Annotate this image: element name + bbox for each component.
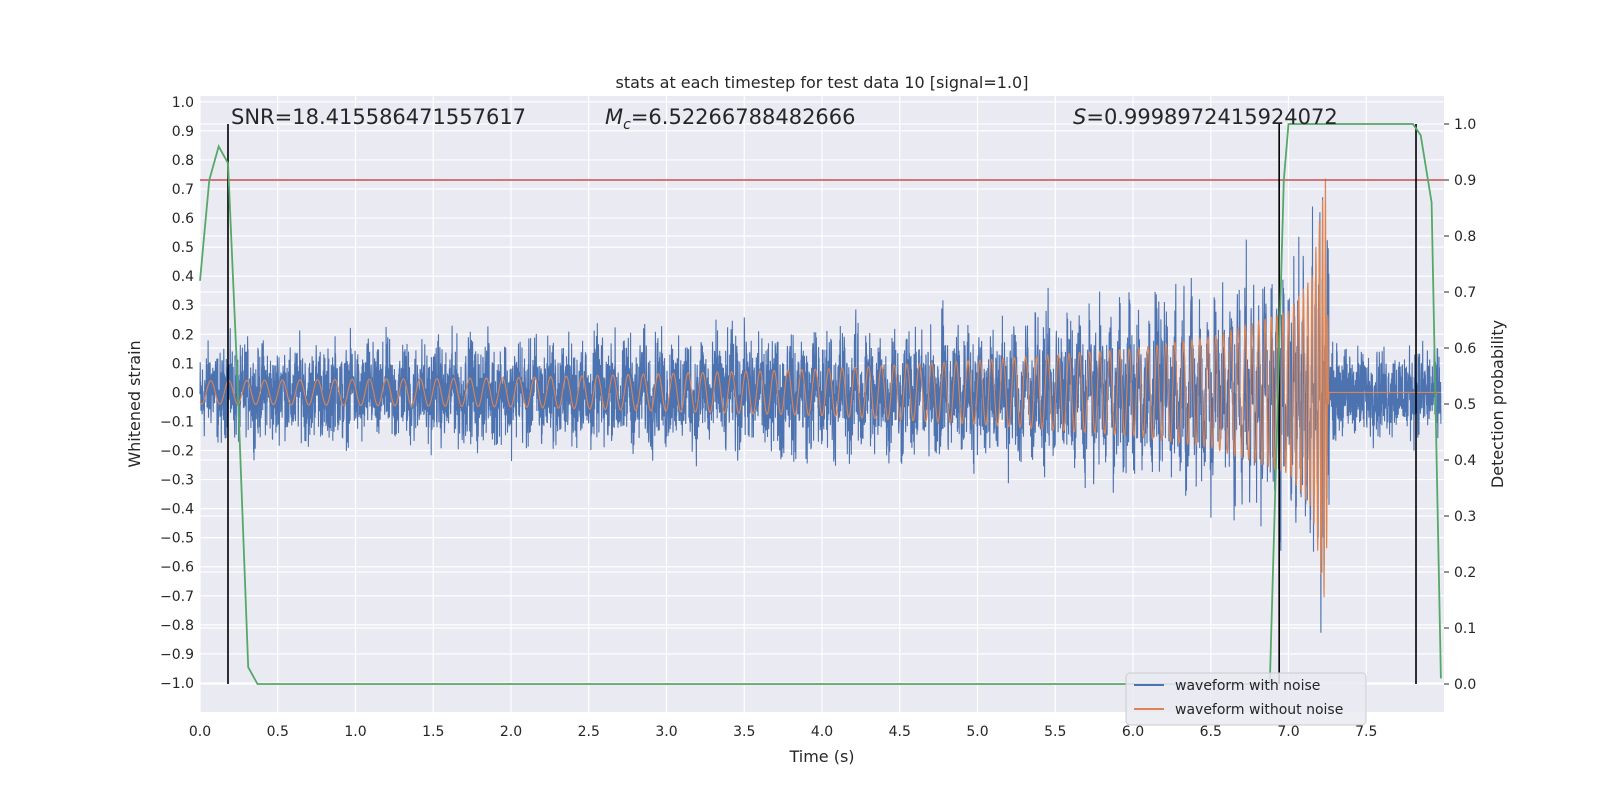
y-tick-label: 0.7 (172, 182, 194, 198)
data-series (199, 123, 1444, 685)
legend-label-clean: waveform without noise (1175, 702, 1343, 718)
x-tick-label: 3.5 (733, 724, 755, 740)
legend-label-noise: waveform with noise (1175, 678, 1320, 694)
x-tick-label: 0.5 (267, 724, 289, 740)
x-axis-ticks: 0.0 0.5 1.0 1.5 2.0 2.5 3.0 3.5 4.0 4.5 5.0 5.5 6.0 6… (189, 724, 1378, 740)
y2-axis-label: Detection probability (1488, 320, 1507, 488)
x-tick-label: 6.5 (1200, 724, 1222, 740)
y-tick-label: 0.4 (172, 269, 194, 285)
y-tick-label: −0.9 (160, 647, 194, 663)
y-tick-label: −1.0 (160, 676, 194, 692)
y2-tick-label: 0.8 (1454, 229, 1476, 245)
y-tick-label: 0.8 (172, 153, 194, 169)
chart-title: stats at each timestep for test data 10 … (616, 73, 1029, 92)
y-tick-label: 0.2 (172, 327, 194, 343)
series-waveform-with-noise (199, 197, 1442, 633)
y-tick-label: 0.0 (172, 385, 194, 401)
y-tick-label: −0.7 (160, 589, 194, 605)
y-tick-label: −0.3 (160, 473, 194, 489)
y2-tick-label: 1.0 (1454, 117, 1476, 133)
s-annotation: S=0.9998972415924072 (1073, 105, 1338, 129)
legend-box (1125, 672, 1367, 726)
x-tick-label: 0.0 (189, 724, 211, 740)
y2-tick-label: 0.0 (1454, 677, 1476, 693)
y-tick-label: −0.1 (160, 414, 194, 430)
mc-symbol: M (605, 105, 623, 129)
x-tick-label: 7.5 (1355, 724, 1377, 740)
y-tick-label: −0.2 (160, 443, 194, 459)
y-tick-label: −0.4 (160, 502, 194, 518)
y-tick-label: 1.0 (172, 95, 194, 111)
x-tick-label: 7.0 (1277, 724, 1299, 740)
y2-tick-label: 0.6 (1454, 341, 1476, 357)
x-tick-label: 3.0 (655, 724, 677, 740)
x-tick-label: 2.0 (500, 724, 522, 740)
series-waveform-without-noise (199, 178, 1441, 598)
x-axis-label: Time (s) (788, 747, 854, 766)
y-tick-label: −0.8 (160, 618, 194, 634)
series-detection-probability (199, 123, 1442, 685)
s-value: =0.9998972415924072 (1086, 105, 1337, 129)
x-tick-label: 6.0 (1122, 724, 1144, 740)
x-tick-label: 1.5 (422, 724, 444, 740)
y-tick-label: 0.9 (172, 124, 194, 140)
y-axis-ticks: 1.0 0.9 0.8 0.7 0.6 0.5 0.4 0.3 0.2 0.1 0.0 −0.1 −0.… (160, 95, 194, 692)
y-tick-label: −0.5 (160, 531, 194, 547)
y-tick-label: 0.1 (172, 356, 194, 372)
y-tick-label: −0.6 (160, 560, 194, 576)
y2-tick-label: 0.3 (1454, 509, 1476, 525)
y2-tick-label: 0.2 (1454, 565, 1476, 581)
y2-tick-label: 0.5 (1454, 397, 1476, 413)
snr-annotation: SNR=18.415586471557617 (231, 105, 526, 129)
y2-axis-ticks: 0.0 0.1 0.2 0.3 0.4 0.5 0.6 0.7 0.8 0.9 1.0 (1444, 117, 1476, 693)
x-tick-label: 5.0 (966, 724, 988, 740)
y-axis-label: Whitened strain (125, 340, 144, 467)
x-tick-label: 2.5 (578, 724, 600, 740)
x-tick-label: 4.5 (889, 724, 911, 740)
x-tick-label: 4.0 (811, 724, 833, 740)
y-tick-label: 0.6 (172, 211, 194, 227)
y2-tick-label: 0.4 (1454, 453, 1476, 469)
legend: waveform with noise waveform without noi… (1125, 672, 1367, 726)
y2-tick-label: 0.1 (1454, 621, 1476, 637)
y-tick-label: 0.3 (172, 298, 194, 314)
s-symbol: S (1073, 105, 1086, 129)
y-tick-label: 0.5 (172, 240, 194, 256)
y2-tick-label: 0.9 (1454, 173, 1476, 189)
mc-annotation: Mc=6.52266788482666 (605, 105, 856, 133)
x-tick-label: 5.5 (1044, 724, 1066, 740)
mc-value: =6.52266788482666 (631, 105, 856, 129)
x-tick-label: 1.0 (344, 724, 366, 740)
y2-tick-label: 0.7 (1454, 285, 1476, 301)
mc-subscript: c (623, 117, 631, 133)
